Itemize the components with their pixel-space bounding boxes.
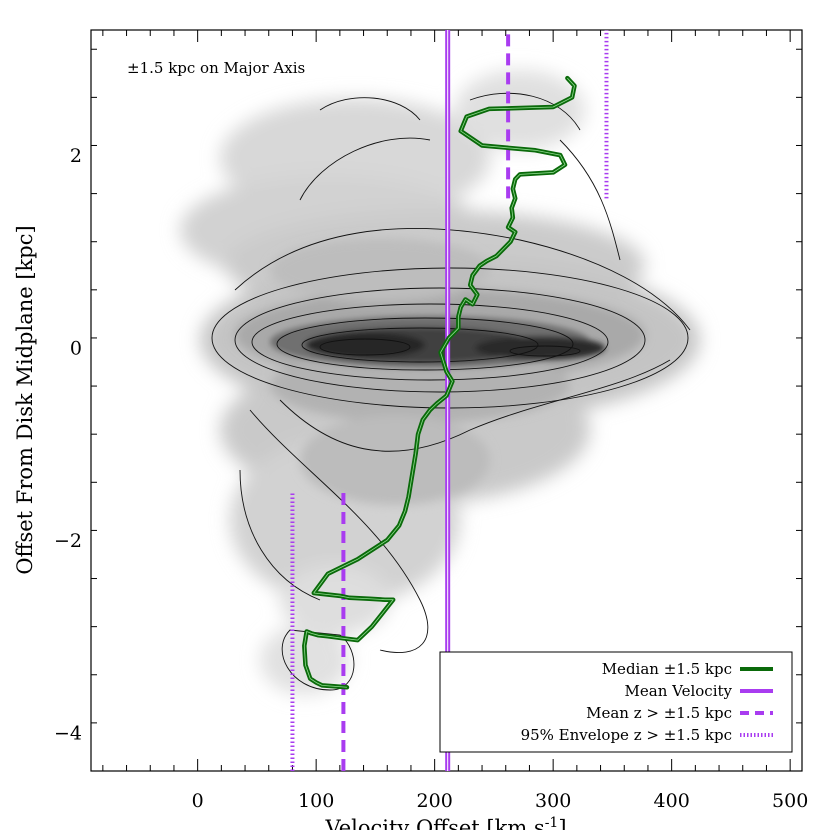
y-tick-label: −4	[54, 723, 82, 745]
legend-box	[439, 651, 793, 753]
y-tick-labels: −4 −2 0 2	[54, 145, 82, 744]
legend: Median ±1.5 kpc Mean Velocity Mean z > ±1.…	[439, 651, 793, 753]
y-axis-title: Offset From Disk Midplane [kpc]	[13, 225, 37, 574]
x-tick-label: 300	[535, 790, 571, 812]
x-tick-label: 500	[772, 790, 808, 812]
x-axis-title: Velocity Offset [km s-1]	[324, 815, 566, 830]
median-line-highlight	[303, 77, 575, 688]
y-tick-label: −2	[54, 530, 82, 552]
overlay-lines	[290, 30, 609, 771]
x-tick-labels: 0 100 200 300 400 500	[192, 790, 809, 812]
x-tick-label: 400	[654, 790, 690, 812]
density-map	[180, 70, 700, 695]
axis-ticks	[91, 30, 802, 772]
y-tick-label: 0	[70, 338, 82, 360]
legend-label: Median ±1.5 kpc	[602, 660, 732, 678]
y-tick-label: 2	[70, 145, 82, 167]
legend-label: 95% Envelope z > ±1.5 kpc	[521, 726, 732, 744]
legend-label: Mean z > ±1.5 kpc	[586, 704, 732, 722]
x-tick-label: 0	[192, 790, 204, 812]
legend-label: Mean Velocity	[625, 682, 733, 700]
x-tick-label: 200	[417, 790, 453, 812]
annotation-text: ±1.5 kpc on Major Axis	[127, 59, 305, 77]
x-tick-label: 100	[298, 790, 334, 812]
